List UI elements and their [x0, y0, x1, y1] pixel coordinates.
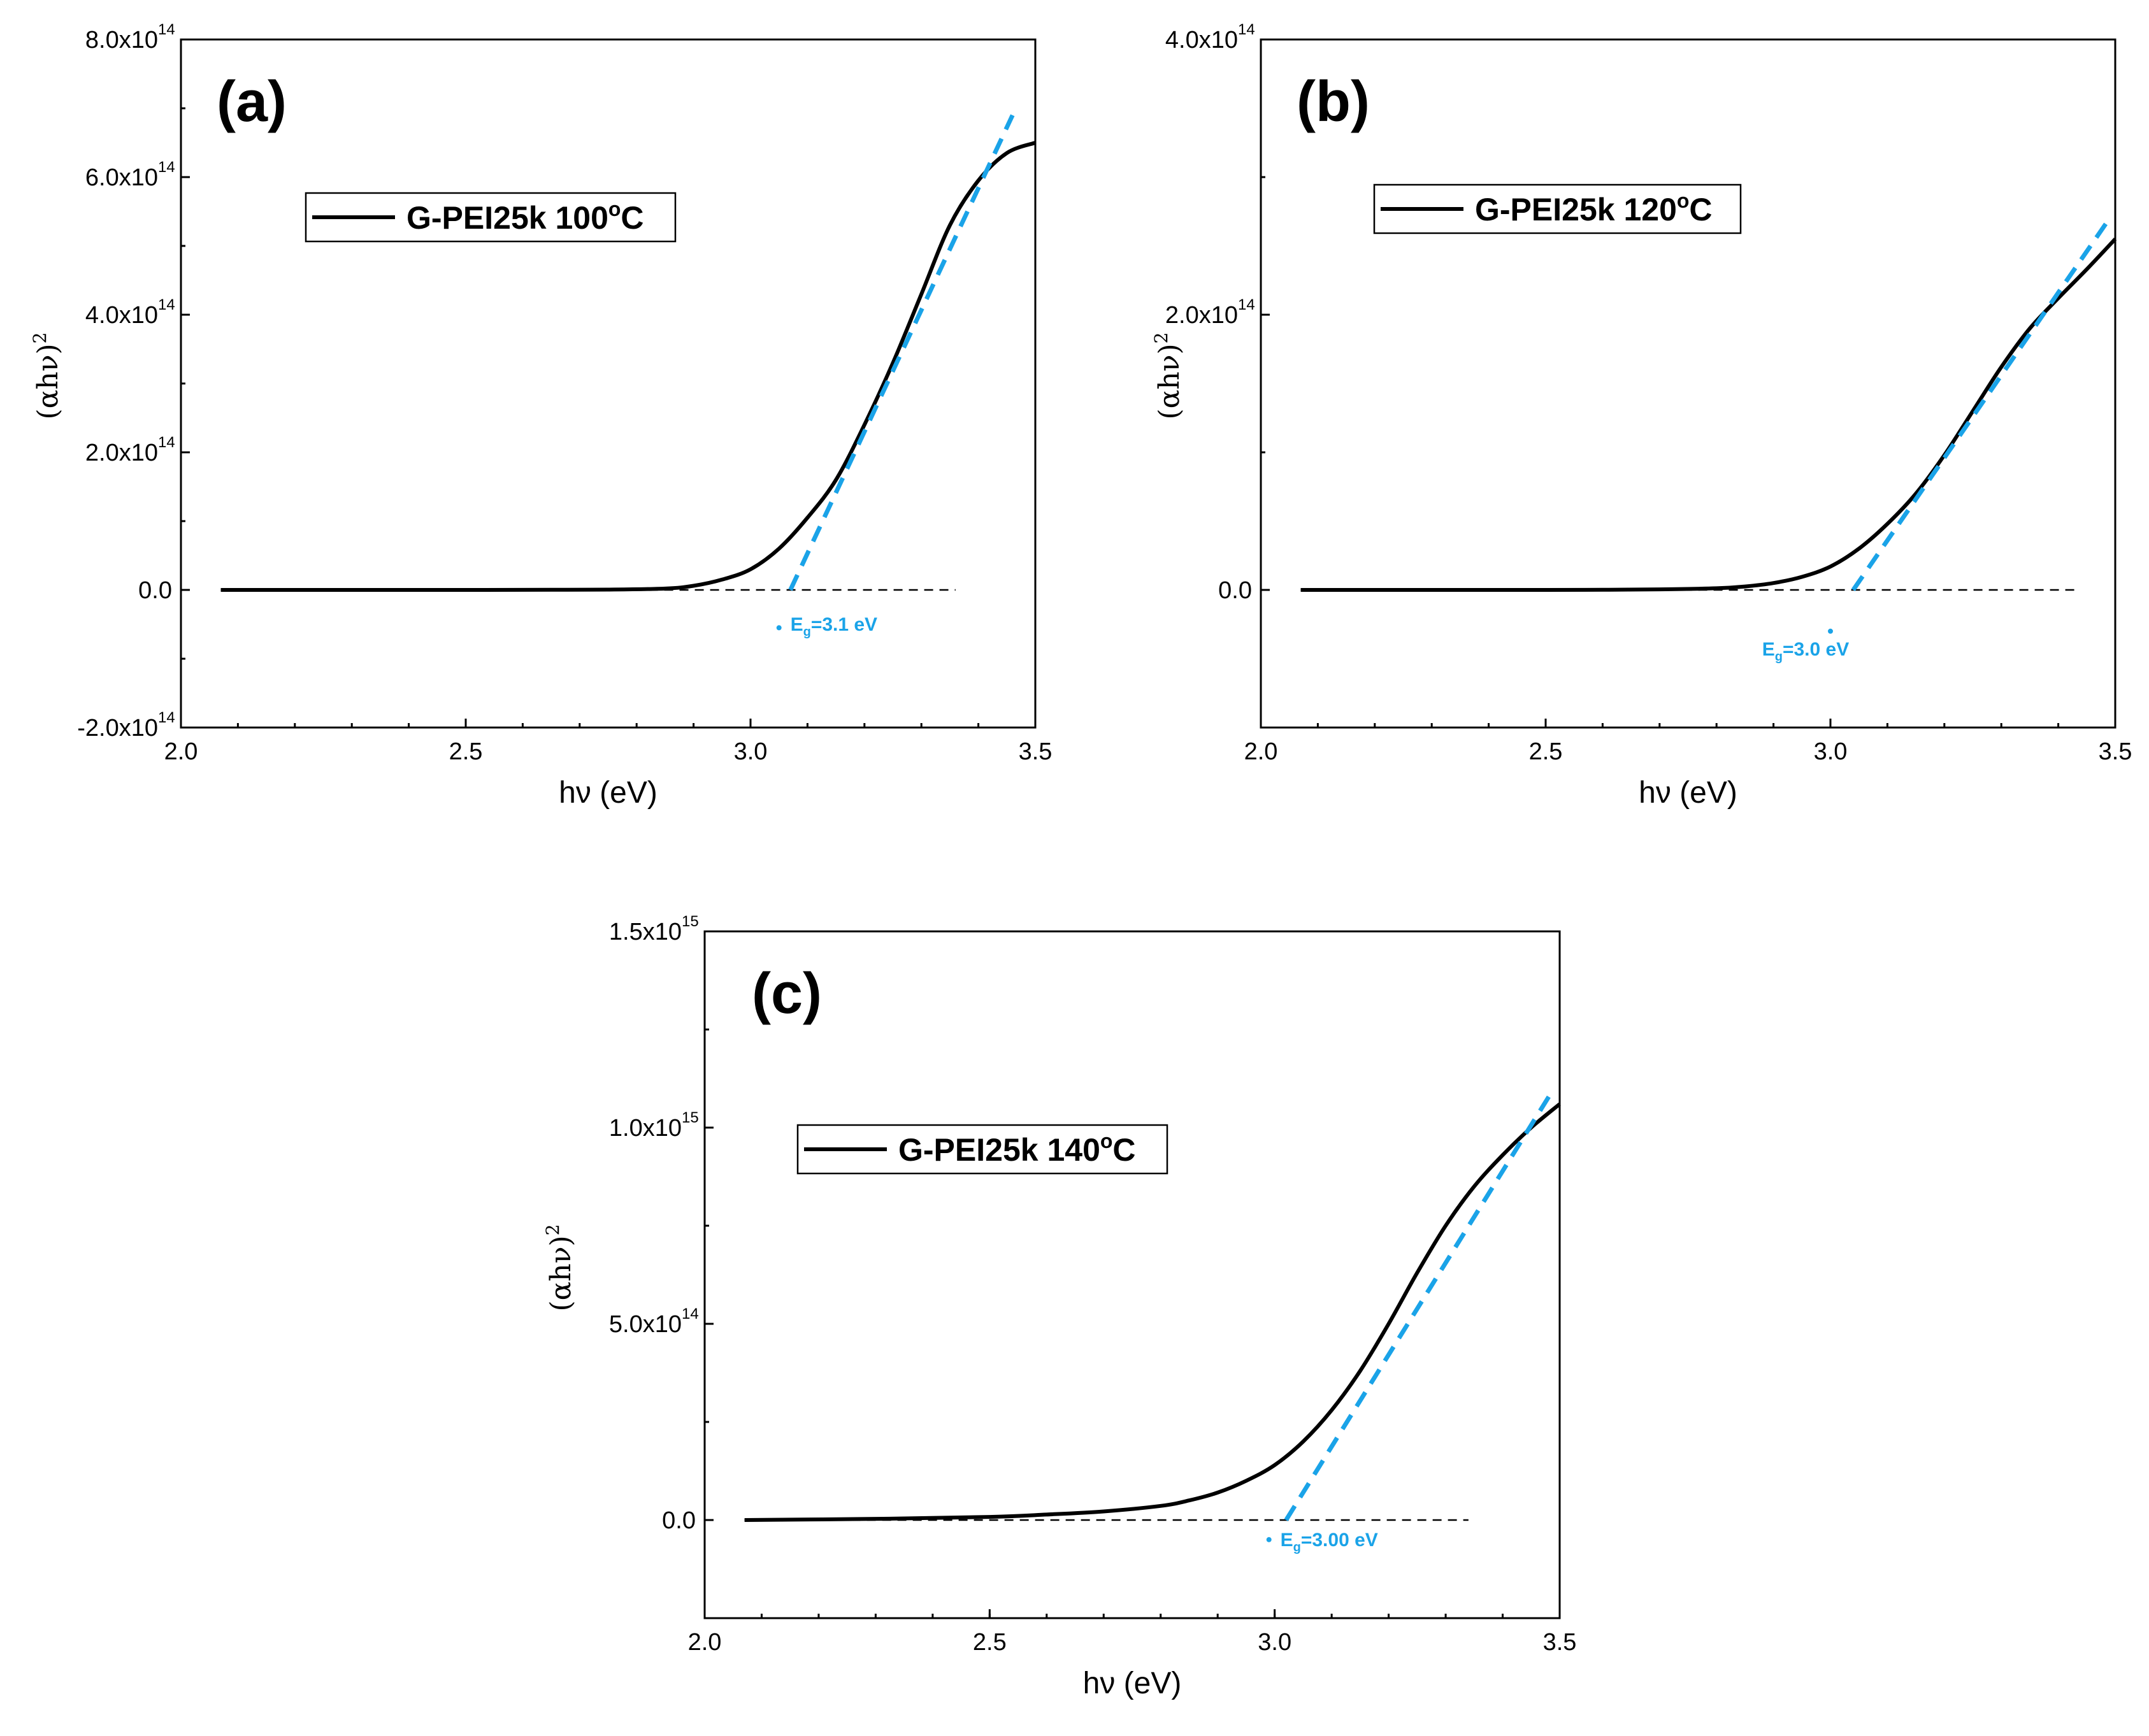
- x-axis-label: hν (eV): [1639, 776, 1737, 810]
- legend-label: G-PEI25k 140oC: [898, 1130, 1136, 1168]
- x-axis-label: hν (eV): [1083, 1667, 1182, 1700]
- x-tick-label: 2.0: [164, 738, 198, 765]
- y-tick-label: 0.0: [662, 1507, 696, 1534]
- data-curve: [744, 1102, 1561, 1522]
- x-tick-label: 3.0: [734, 738, 768, 765]
- chart-panel-3: 2.0 2.5 3.0 3.50.05.0x10 141.0x10 151.5x10 15h…: [542, 913, 1576, 1700]
- y-tick-label: 6.0x10: [85, 164, 158, 191]
- x-tick-label: 3.0: [1258, 1629, 1291, 1656]
- y-axis-label: (αhν)2: [1151, 333, 1186, 420]
- x-axis-label: hν (eV): [559, 776, 658, 810]
- y-tick-exponent: 14: [1238, 21, 1255, 38]
- panel-label: (a): [217, 70, 287, 134]
- y-tick-label: -2.0x10: [77, 715, 158, 742]
- y-tick-label: 1.5x10: [609, 919, 682, 945]
- x-tick-label: 3.5: [1019, 738, 1053, 765]
- y-tick-exponent: 14: [682, 1305, 699, 1323]
- y-tick-label: 2.0x10: [85, 440, 158, 466]
- y-tick-label: 0.0: [138, 577, 172, 604]
- y-tick-exponent: 14: [158, 709, 175, 726]
- y-tick-label: 8.0x10: [85, 27, 158, 54]
- y-tick-label: 2.0x10: [1165, 302, 1238, 329]
- tauc-fit-line: [1851, 217, 2111, 591]
- y-tick-exponent: 14: [158, 159, 175, 176]
- x-tick-label: 2.0: [1244, 738, 1278, 765]
- legend-label: G-PEI25k 120oC: [1475, 189, 1713, 227]
- x-tick-label: 3.5: [1543, 1629, 1577, 1656]
- band-gap-annotation: Eg=3.1 eV: [791, 614, 878, 639]
- legend-label: G-PEI25k 100oC: [406, 197, 644, 236]
- y-tick-label: 0.0: [1218, 577, 1252, 604]
- y-tick-label: 5.0x10: [609, 1311, 682, 1338]
- plot-frame: [1260, 38, 2117, 729]
- fit-line-dot: [1828, 628, 1833, 634]
- x-tick-label: 2.0: [688, 1629, 722, 1656]
- plot-frame: [703, 930, 1561, 1619]
- x-tick-label: 2.5: [1529, 738, 1563, 765]
- x-tick-label: 3.0: [1814, 738, 1848, 765]
- y-tick-exponent: 14: [158, 434, 175, 451]
- y-tick-label: 1.0x10: [609, 1115, 682, 1142]
- tauc-fit-line: [1284, 1087, 1556, 1521]
- y-axis-label: (αhν)2: [29, 333, 64, 420]
- x-tick-label: 2.5: [973, 1629, 1007, 1656]
- x-tick-label: 2.5: [449, 738, 483, 765]
- data-curve: [1300, 238, 2117, 592]
- plot-frame: [180, 38, 1037, 729]
- panel-label: (b): [1297, 70, 1370, 134]
- fit-line-dot: [776, 625, 782, 631]
- chart-panel-1: 2.0 2.5 3.0 3.5-2.0x10 140.02.0x10 144.0x10 14…: [29, 21, 1052, 810]
- y-tick-label: 4.0x10: [1165, 27, 1238, 54]
- y-tick-exponent: 14: [1238, 296, 1255, 313]
- band-gap-annotation: Eg=3.0 eV: [1762, 639, 1850, 664]
- y-tick-exponent: 15: [682, 913, 699, 930]
- data-curve: [220, 141, 1037, 592]
- band-gap-annotation: Eg=3.00 eV: [1281, 1530, 1378, 1554]
- y-tick-label: 4.0x10: [85, 302, 158, 329]
- fit-line-dot: [1266, 1537, 1272, 1542]
- y-tick-exponent: 15: [682, 1109, 699, 1126]
- y-tick-exponent: 14: [158, 296, 175, 313]
- tauc-fit-line: [788, 114, 1015, 591]
- panel-label: (c): [752, 962, 822, 1026]
- x-tick-label: 3.5: [2099, 738, 2132, 765]
- y-axis-label: (αhν)2: [542, 1224, 577, 1312]
- y-tick-exponent: 14: [158, 21, 175, 38]
